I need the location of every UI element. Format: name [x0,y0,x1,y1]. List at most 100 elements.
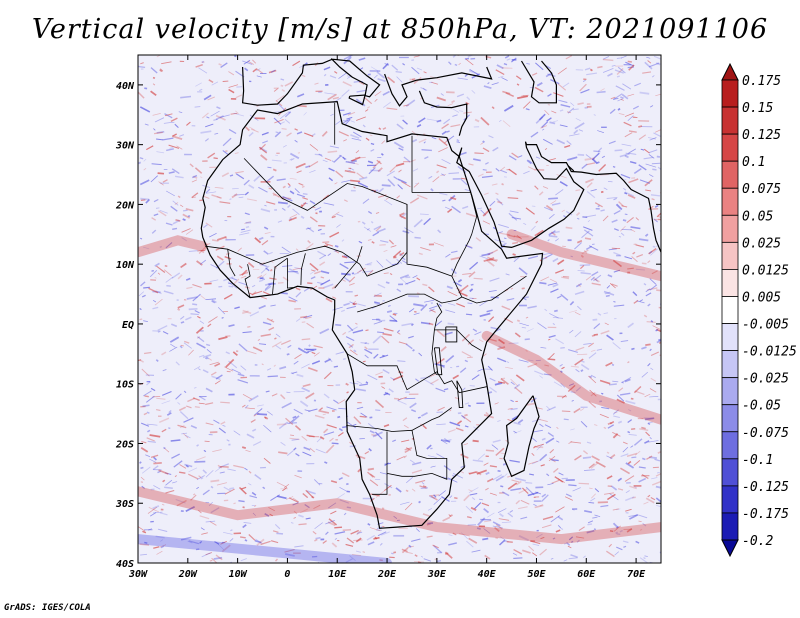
country-border [205,158,408,277]
velocity-streak [300,204,304,207]
velocity-streak [314,522,323,529]
velocity-streak [272,192,280,198]
velocity-streak [188,540,200,545]
velocity-streak [498,223,509,229]
velocity-streak [655,485,661,489]
velocity-streak [391,552,394,555]
velocity-streak [210,479,220,483]
velocity-streak [567,545,572,549]
velocity-streak [217,307,226,315]
velocity-streak [506,361,510,363]
velocity-streak [588,245,599,251]
velocity-streak [423,71,427,74]
velocity-streak [575,386,581,392]
velocity-streak [209,232,217,238]
velocity-streak [427,508,433,511]
velocity-streak [343,118,351,124]
velocity-streak [470,283,474,286]
velocity-streak [512,552,518,556]
velocity-streak [421,555,424,558]
velocity-streak [383,327,394,332]
velocity-streak [600,174,609,176]
velocity-streak [515,499,521,505]
velocity-streak [504,55,510,59]
velocity-streak [405,280,416,285]
gulf-of-oman-coastline [567,165,575,172]
velocity-streak [547,432,554,437]
velocity-streak [145,198,150,204]
velocity-streak [252,512,256,516]
velocity-streak [229,174,234,177]
velocity-streak [556,139,566,145]
lon-tick-label: 40E [478,569,497,580]
velocity-streak [576,239,583,244]
velocity-streak [645,431,651,437]
velocity-streak [237,247,242,252]
velocity-streak [648,250,653,255]
velocity-streak [561,394,567,399]
velocity-streak [149,458,157,463]
velocity-streak [362,198,370,204]
velocity-streak [531,459,542,465]
velocity-streak [613,197,617,201]
velocity-streak [266,367,272,371]
velocity-streak [634,82,642,87]
velocity-streak [176,499,187,507]
velocity-streak [616,546,623,551]
velocity-streak [501,491,510,497]
velocity-streak [412,168,419,172]
velocity-streak [534,185,539,190]
velocity-streak [238,265,243,269]
velocity-streak [207,323,212,328]
colorbar-swatch [721,323,739,351]
velocity-streak [260,265,270,274]
velocity-streak [609,454,616,459]
velocity-streak [552,322,555,326]
velocity-streak [263,226,269,230]
velocity-streak [547,93,552,97]
velocity-streak [374,98,378,102]
velocity-streak [621,143,632,147]
velocity-streak [328,502,337,509]
velocity-streak [367,238,372,241]
velocity-streak [368,448,372,452]
velocity-streak [147,440,156,443]
velocity-streak [642,522,647,527]
velocity-streak [644,417,655,421]
velocity-streak [301,338,311,341]
velocity-streak [187,397,196,403]
velocity-streak [195,548,200,551]
velocity-streak [225,351,230,355]
velocity-streak [459,110,463,112]
velocity-streak [143,246,150,250]
velocity-streak [164,486,173,490]
velocity-streak [315,212,318,215]
velocity-streak [183,342,192,349]
velocity-streak [627,267,634,270]
velocity-streak [566,542,571,546]
velocity-streak [258,304,266,310]
velocity-streak [278,451,288,455]
velocity-streak [411,488,416,492]
velocity-streak [442,199,446,202]
velocity-streak [470,506,477,512]
velocity-streak [624,132,633,138]
velocity-streak [240,365,247,371]
velocity-streak [603,187,608,191]
velocity-streak [210,110,220,117]
velocity-streak [644,61,653,70]
velocity-streak [641,426,646,430]
velocity-streak [635,268,645,271]
velocity-streak [588,352,597,359]
velocity-streak [343,254,350,259]
velocity-streak [651,162,661,165]
velocity-streak [465,58,474,66]
velocity-streak [410,323,414,327]
velocity-streak [192,293,201,302]
velocity-streak [532,429,543,433]
velocity-streak [438,490,446,497]
velocity-streak [190,494,197,501]
velocity-streak [196,486,200,490]
velocity-streak [243,522,252,524]
velocity-streak [474,331,482,336]
